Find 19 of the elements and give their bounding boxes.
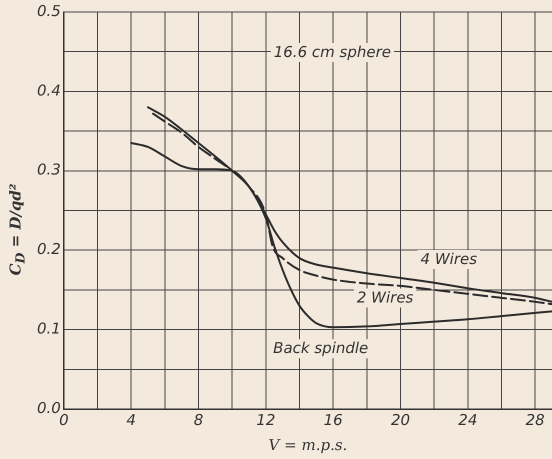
y-tick-label: 0.2 xyxy=(36,240,61,258)
series-label: 4 Wires xyxy=(420,250,478,268)
annotation: 16.6 cm sphere xyxy=(274,43,391,61)
y-tick-label: 0.4 xyxy=(36,81,61,100)
series-label: Back spindle xyxy=(273,339,368,358)
series-label: 2 Wires xyxy=(356,288,414,307)
y-tick-label: 0.1 xyxy=(36,319,61,338)
x-axis-title: V = m.p.s. xyxy=(268,436,348,454)
y-tick-label: 0.3 xyxy=(36,160,61,179)
x-tick-label: 20 xyxy=(390,410,410,429)
x-tick-label: 28 xyxy=(526,410,545,429)
x-tick-label: 12 xyxy=(256,410,276,429)
x-tick-label: 4 xyxy=(126,410,136,429)
x-tick-label: 8 xyxy=(194,410,204,429)
y-tick-label: 0.0 xyxy=(36,398,61,417)
y-tick-label: 0.5 xyxy=(36,2,61,20)
x-tick-label: 24 xyxy=(458,410,478,429)
x-tick-label: 0 xyxy=(59,410,69,429)
x-tick-label: 16 xyxy=(324,410,343,429)
